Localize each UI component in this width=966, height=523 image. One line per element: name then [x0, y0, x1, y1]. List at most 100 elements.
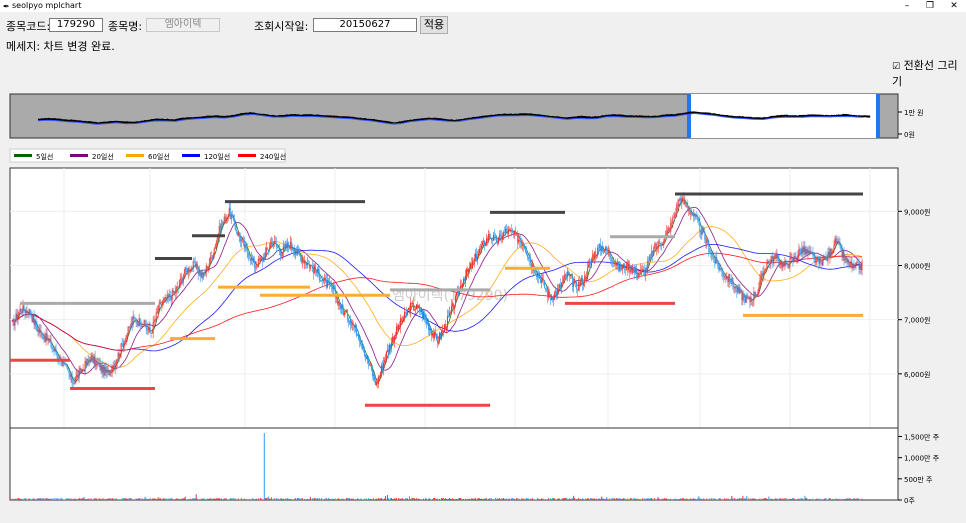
volume-bar — [576, 498, 578, 500]
volume-bar — [178, 499, 180, 500]
volume-bar — [266, 498, 268, 500]
volume-bar — [308, 499, 310, 500]
volume-bar — [142, 499, 144, 500]
volume-bar — [393, 498, 395, 500]
candle-body — [800, 250, 802, 254]
volume-bar — [605, 499, 607, 500]
candle-body — [421, 309, 423, 318]
volume-bar — [32, 498, 34, 500]
volume-bar — [595, 499, 597, 500]
volume-bar — [600, 498, 602, 500]
candle-body — [50, 339, 52, 348]
volume-bar — [569, 498, 571, 500]
volume-bar — [309, 496, 311, 500]
volume-bar — [455, 499, 457, 500]
candle-body — [42, 338, 44, 339]
candle-body — [573, 283, 575, 287]
candle-body — [743, 295, 745, 297]
volume-bar — [493, 499, 495, 500]
close-button[interactable]: ✕ — [950, 1, 958, 11]
candle-body — [98, 362, 100, 365]
candle-body — [852, 263, 854, 269]
candle-body — [399, 318, 401, 328]
volume-bar — [601, 496, 603, 500]
candle-body — [418, 305, 420, 311]
candle-body — [196, 263, 198, 271]
volume-bar — [59, 499, 61, 500]
candle-body — [519, 239, 521, 242]
volume-bar — [235, 499, 237, 500]
candle-body — [70, 374, 72, 377]
candle-body — [750, 298, 752, 302]
volume-bar — [670, 498, 672, 500]
candle-body — [739, 289, 741, 294]
apply-button[interactable]: 적용 — [420, 16, 448, 34]
maximize-button[interactable]: ❐ — [925, 1, 935, 11]
volume-bar — [681, 498, 683, 500]
candle-body — [87, 359, 89, 361]
volume-bar — [386, 494, 388, 500]
volume-bar — [662, 499, 664, 500]
candle-body — [847, 260, 849, 263]
candle-body — [104, 367, 106, 376]
candle-body — [603, 250, 605, 252]
volume-bar — [689, 498, 691, 500]
volume-bar — [196, 498, 198, 500]
candle-body — [557, 288, 559, 296]
transition-line-checkbox[interactable]: ☑ 전환선 그리기 — [892, 57, 966, 89]
candle-body — [305, 263, 307, 266]
candle-body — [462, 283, 464, 288]
checkbox-check-icon[interactable]: ☑ — [892, 62, 901, 72]
candle-body — [350, 324, 352, 326]
volume-bar — [396, 499, 398, 500]
start-date-input[interactable]: 20150627 — [313, 18, 417, 32]
candle-body — [703, 231, 705, 233]
volume-bar — [469, 498, 471, 500]
candle-body — [183, 274, 185, 278]
minimize-button[interactable]: – — [904, 1, 910, 11]
candle-body — [61, 365, 63, 366]
volume-bar — [351, 498, 353, 500]
candle-body — [483, 240, 485, 242]
candle-body — [247, 252, 249, 258]
candle-body — [144, 320, 146, 326]
volume-bar — [758, 499, 760, 500]
candle-body — [503, 232, 505, 238]
candle-body — [680, 198, 682, 204]
candle-body — [363, 350, 365, 356]
candle-body — [664, 235, 666, 242]
candle-body — [37, 329, 39, 332]
volume-bar — [279, 498, 281, 500]
candle-body — [551, 296, 553, 301]
candle-body — [611, 257, 613, 261]
candle-body — [819, 258, 821, 264]
volume-bar — [658, 498, 660, 500]
candle-body — [119, 353, 121, 357]
candle-body — [712, 253, 714, 257]
volume-bar — [735, 499, 737, 500]
volume-bar — [591, 498, 593, 500]
volume-bar — [565, 498, 567, 500]
volume-bar — [30, 499, 32, 500]
volume-bar — [692, 498, 694, 500]
volume-bar — [577, 498, 579, 500]
volume-bar — [372, 498, 374, 500]
volume-bar — [785, 498, 787, 500]
candle-body — [64, 362, 66, 364]
candle-body — [541, 279, 543, 283]
volume-bar — [794, 499, 796, 500]
candle-body — [511, 230, 513, 232]
volume-bar — [392, 498, 394, 500]
legend-item: 5일선 — [36, 152, 53, 161]
candle-body — [214, 247, 216, 249]
code-input[interactable]: 179290 — [49, 18, 103, 32]
volume-bar — [430, 499, 432, 500]
volume-bar — [764, 498, 766, 500]
volume-bar — [683, 498, 685, 500]
volume-bar — [381, 498, 383, 500]
candle-body — [782, 262, 784, 268]
candle-body — [661, 245, 663, 246]
volume-bar — [134, 499, 136, 500]
candle-body — [594, 251, 596, 259]
